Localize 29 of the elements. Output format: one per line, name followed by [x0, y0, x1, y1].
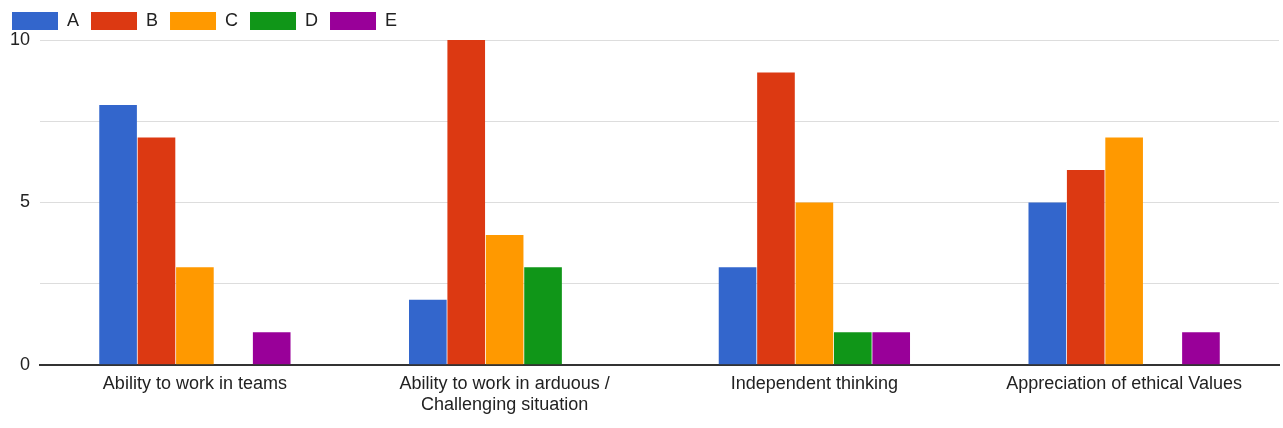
bar — [524, 267, 562, 365]
legend-label: A — [67, 9, 80, 30]
x-tick-label: Independent thinking — [730, 372, 898, 393]
y-tick-label: 0 — [20, 353, 31, 374]
bar — [872, 332, 911, 365]
x-tick-label: Ability to work in teams — [102, 372, 287, 393]
bar — [833, 332, 872, 365]
bar — [718, 267, 757, 365]
bar — [757, 72, 795, 365]
bar — [1182, 332, 1220, 365]
bar — [99, 104, 137, 365]
bar — [1028, 202, 1067, 365]
bar — [447, 40, 486, 365]
bar — [485, 234, 524, 365]
legend-label: C — [225, 9, 239, 30]
bar — [137, 137, 176, 365]
bar — [1105, 137, 1143, 365]
x-tick-label: Appreciation of ethical Values — [1006, 372, 1243, 393]
bar — [1066, 169, 1105, 365]
y-tick-label: 5 — [20, 191, 31, 212]
bar — [176, 267, 214, 365]
bar — [409, 299, 447, 365]
bar — [252, 332, 291, 365]
y-tick-label: 10 — [9, 28, 31, 49]
legend-label: D — [305, 9, 319, 30]
legend-label: E — [385, 9, 398, 30]
x-tick-label: Ability to work in arduous / Challenging situation — [399, 372, 610, 415]
legend-label: B — [146, 9, 159, 30]
bar — [795, 202, 834, 365]
